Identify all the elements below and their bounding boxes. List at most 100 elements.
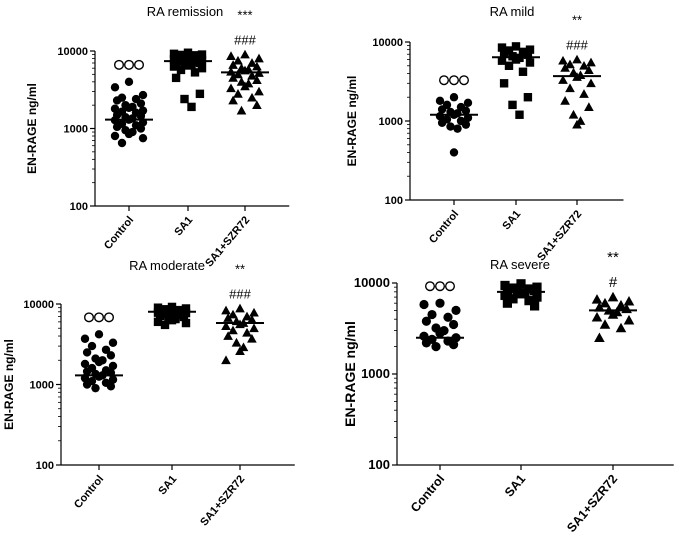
category-label: SA1: [500, 208, 523, 232]
data-point-circle: [87, 341, 97, 351]
data-point-triangle: [247, 92, 257, 102]
data-point-triangle: [252, 100, 262, 110]
data-point-square: [171, 73, 181, 83]
data-point-circle: [82, 380, 92, 389]
data-point-circle: [453, 124, 462, 133]
data-point-square: [532, 292, 542, 302]
significance-open-circle: [103, 312, 114, 323]
data-point-triangle: [565, 83, 575, 93]
data-point-triangle: [252, 75, 262, 85]
y-axis-label: EN-RAGE ng/ml: [345, 76, 359, 167]
data-point-triangle: [607, 291, 619, 302]
data-point-circle: [435, 96, 445, 106]
data-point-circle: [446, 122, 455, 131]
data-point-triangle: [249, 307, 259, 317]
significance-open-circle: [123, 59, 134, 70]
category-label: Control: [102, 214, 136, 252]
data-point-square: [515, 110, 524, 119]
data-point-square: [160, 320, 170, 330]
data-point-square: [179, 312, 189, 322]
data-point-triangle: [572, 54, 582, 64]
y-tick-label: 100: [70, 201, 88, 213]
data-point-square: [518, 47, 528, 57]
category-label: SA1+SZR72: [198, 473, 247, 528]
data-point-triangle: [247, 314, 257, 324]
chart-title: RA moderate: [129, 258, 205, 273]
data-point-circle: [82, 348, 92, 357]
data-point-triangle: [226, 51, 236, 60]
data-point-square: [195, 89, 205, 99]
data-point-triangle: [584, 102, 594, 111]
data-point-square: [183, 48, 193, 57]
y-tick-label: 1000: [379, 116, 403, 128]
chart-title: RA remission: [147, 4, 224, 19]
data-point-square: [180, 94, 189, 104]
data-point-triangle: [558, 75, 568, 84]
data-point-square: [530, 301, 540, 311]
category-label: SA1+SZR72: [535, 208, 584, 263]
data-point-circle: [124, 103, 134, 112]
data-point-triangle: [252, 61, 262, 71]
data-point-square: [502, 285, 512, 295]
data-point-circle: [463, 98, 473, 107]
data-point-triangle: [231, 337, 242, 347]
y-tick-label: 1000: [361, 366, 390, 381]
significance-open-circle: [435, 281, 446, 292]
data-point-triangle: [586, 57, 596, 67]
y-tick-label: 100: [385, 195, 403, 207]
data-point-circle: [427, 309, 437, 320]
chart-panel-4: RA severe 100 1000 10000 EN-RAGE ng/ml Contro…: [342, 249, 674, 535]
significance-label: ###: [229, 286, 251, 301]
data-point-square: [176, 65, 186, 75]
significance-open-circle: [445, 281, 456, 292]
data-point-triangle: [228, 95, 238, 105]
data-point-triangle: [221, 321, 231, 331]
data-point-triangle: [247, 58, 257, 67]
data-point-circle: [136, 111, 146, 121]
data-point-square: [523, 93, 533, 102]
data-point-triangle: [560, 63, 570, 72]
y-tick-label: 100: [368, 457, 390, 472]
data-point-triangle: [599, 319, 611, 329]
data-point-triangle: [599, 297, 611, 308]
significance-label: **: [235, 261, 245, 276]
data-point-triangle: [233, 69, 243, 79]
data-point-circle: [110, 83, 120, 92]
data-point-circle: [138, 90, 148, 100]
data-point-square: [499, 79, 509, 88]
data-point-triangle: [615, 322, 627, 333]
data-point-circle: [110, 131, 120, 141]
data-point-triangle: [586, 78, 596, 88]
data-point-circle: [124, 129, 134, 139]
chart-panel-2: RA mild 100 1000 10000 EN-RAGE ng/ml Control S…: [345, 4, 624, 263]
significance-label: ***: [237, 8, 252, 23]
data-point-circle: [112, 122, 122, 132]
chart-panel-3: RA moderate 100 1000 10000 EN-RAGE ng/ml Cont…: [2, 258, 295, 528]
category-label: Control: [72, 473, 106, 511]
significance-open-circle: [113, 59, 124, 70]
y-axis-label: EN-RAGE ng/ml: [2, 339, 16, 430]
data-point-triangle: [226, 66, 236, 76]
data-point-circle: [461, 106, 471, 115]
data-point-triangle: [254, 53, 264, 63]
data-point-circle: [437, 105, 447, 114]
data-point-triangle: [228, 73, 238, 82]
y-tick-label: 10000: [57, 46, 88, 58]
data-point-triangle: [235, 346, 245, 355]
significance-open-circle: [83, 312, 94, 323]
data-point-square: [500, 290, 510, 301]
significance-open-circle: [449, 75, 460, 86]
data-point-circle: [108, 338, 118, 347]
data-point-circle: [437, 118, 447, 127]
data-point-square: [508, 100, 517, 110]
data-point-circle: [449, 148, 459, 157]
data-point-triangle: [221, 355, 231, 365]
data-point-triangle: [568, 109, 579, 119]
data-point-square: [195, 58, 205, 68]
data-point-triangle: [242, 327, 252, 337]
data-point-circle: [443, 312, 453, 322]
data-point-circle: [106, 351, 116, 360]
data-point-circle: [449, 340, 459, 350]
data-point-circle: [101, 345, 111, 354]
